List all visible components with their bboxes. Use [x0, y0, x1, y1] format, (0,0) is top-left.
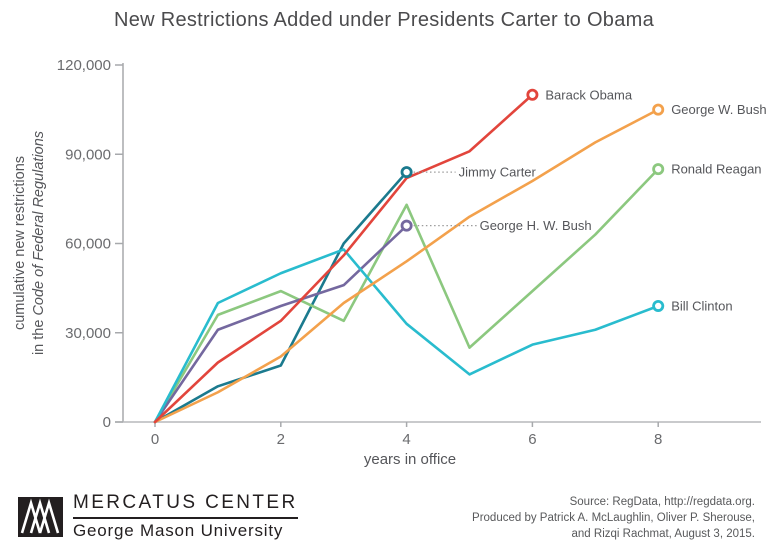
mercatus-logo-text: MERCATUS CENTER George Mason University	[73, 492, 298, 541]
x-tick-label: 0	[151, 431, 159, 448]
series-line-ronald-reagan	[153, 167, 660, 424]
x-axis-title: years in office	[363, 451, 457, 468]
chart-svg: 0 30,000 60,000 90,000 120,000 0 2 4 6 8 Jimmy Car…	[57, 57, 767, 448]
series-label-george-h-w-bush: George H. W. Bush	[480, 218, 592, 233]
y-tick-label: 120,000	[57, 57, 111, 74]
mercatus-logo: MERCATUS CENTER George Mason University	[18, 492, 298, 541]
series-label-jimmy-carter: Jimmy Carter	[459, 165, 537, 180]
series-label-barack-obama: Barack Obama	[545, 87, 632, 102]
series-end-marker-jimmy-carter	[400, 166, 413, 179]
logo-org-name: MERCATUS CENTER	[73, 492, 298, 519]
x-tick-label: 2	[277, 431, 285, 448]
cfr-italic: Code of Federal Regulations	[31, 130, 47, 316]
y-tick-label: 0	[103, 414, 111, 431]
series-end-marker-george-w-bush	[652, 103, 665, 116]
series-label-george-w-bush: George W. Bush	[671, 102, 766, 117]
series-end-marker-bill-clinton	[652, 299, 665, 312]
series-line-bill-clinton	[153, 248, 660, 424]
y-axis-title-line2: in the Code of Federal Regulations	[31, 130, 47, 356]
series-end-marker-barack-obama	[526, 88, 539, 101]
source-line: Source: RegData, http://regdata.org.	[569, 496, 755, 508]
chart-title: New Restrictions Added under Presidents …	[113, 9, 655, 31]
x-tick-label: 8	[654, 431, 662, 448]
series-line-jimmy-carter	[153, 170, 408, 424]
series-label-bill-clinton: Bill Clinton	[671, 298, 732, 313]
x-tick-label: 4	[402, 431, 410, 448]
y-tick-label: 30,000	[65, 325, 111, 342]
source-attribution: Source: RegData, http://regdata.org. Pro…	[472, 494, 755, 542]
series-line-barack-obama	[153, 93, 534, 424]
y-axis-title-line1: cumulative new restrictions	[12, 155, 28, 331]
series-line-george-h-w-bush	[153, 224, 408, 424]
source-line: Produced by Patrick A. McLaughlin, Olive…	[472, 512, 755, 524]
series-line-george-w-bush	[153, 108, 660, 424]
series-end-marker-george-h-w-bush	[400, 219, 413, 232]
source-line: and Rizqi Rachmat, August 3, 2015.	[571, 528, 755, 540]
y-tick-label: 60,000	[65, 236, 111, 253]
mercatus-logo-icon	[18, 496, 63, 537]
series-label-ronald-reagan: Ronald Reagan	[671, 162, 761, 177]
logo-university-name: George Mason University	[73, 521, 284, 540]
series-end-marker-ronald-reagan	[652, 163, 665, 176]
y-tick-label: 90,000	[65, 146, 111, 163]
x-tick-label: 6	[528, 431, 536, 448]
y-axis-title: cumulative new restrictions in the Code …	[11, 53, 53, 433]
